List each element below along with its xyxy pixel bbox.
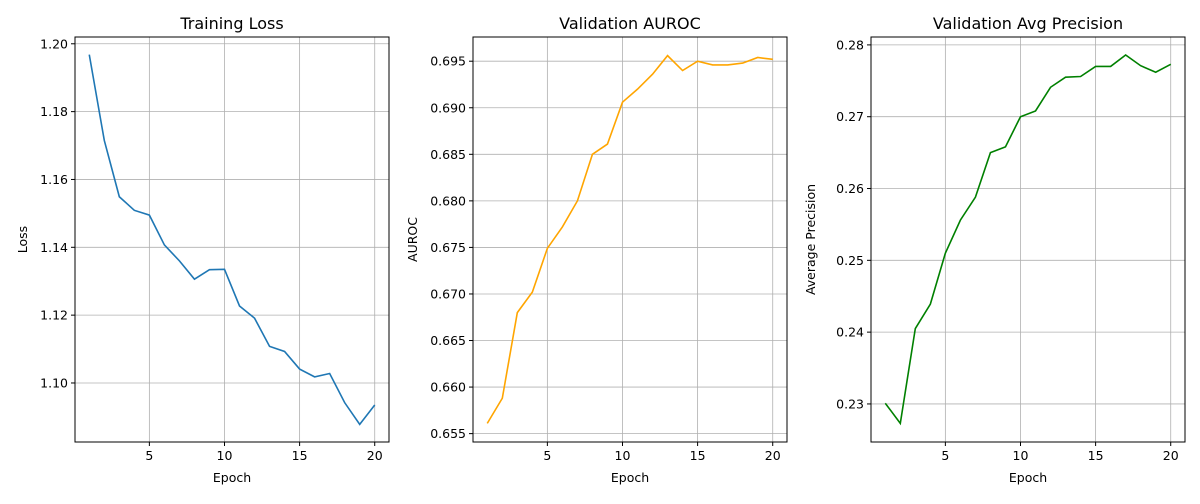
- training-loss-panel: 5 10 15 20 1.10 1.12 1.14 1.16 1.18 1.20 Training…: [15, 14, 390, 485]
- x-tick-label: 20: [765, 448, 781, 463]
- y-tick-label: 0.27: [836, 109, 864, 124]
- validation-avg-precision-line: [884, 53, 1172, 426]
- y-tick-label: 1.10: [40, 375, 68, 390]
- x-tick-label: 10: [217, 448, 233, 463]
- x-tick-label: 15: [292, 448, 308, 463]
- y-tick-label: 0.28: [836, 37, 864, 52]
- x-tick-label: 15: [1088, 448, 1104, 463]
- y-tick-label: 1.12: [40, 308, 68, 323]
- y-tick-label: 0.665: [430, 333, 466, 348]
- y-tick-label: 1.18: [40, 104, 68, 119]
- y-tick-label: 0.660: [430, 380, 466, 395]
- axes-frame: [472, 36, 788, 443]
- chart-title: Training Loss: [179, 14, 283, 33]
- y-tick-label: 0.23: [836, 396, 864, 411]
- y-tick-label: 0.26: [836, 181, 864, 196]
- x-axis-label: Epoch: [213, 470, 251, 485]
- chart-title: Validation AUROC: [559, 14, 701, 33]
- y-tick-label: 1.14: [40, 240, 68, 255]
- x-axis-label: Epoch: [1009, 470, 1047, 485]
- x-tick-label: 20: [367, 448, 383, 463]
- axes-frame: [870, 36, 1186, 443]
- y-tick-label: 0.685: [430, 147, 466, 162]
- x-axis-label: Epoch: [611, 470, 649, 485]
- x-tick-label: 10: [615, 448, 631, 463]
- y-tick-label: 0.24: [836, 325, 864, 340]
- x-tick-label: 20: [1163, 448, 1179, 463]
- y-tick-label: 0.695: [430, 54, 466, 69]
- y-tick-label: 0.675: [430, 240, 466, 255]
- y-tick-label: 0.690: [430, 100, 466, 115]
- y-tick-label: 0.670: [430, 286, 466, 301]
- y-tick-label: 1.16: [40, 172, 68, 187]
- y-tick-label: 0.680: [430, 193, 466, 208]
- y-tick-label: 0.655: [430, 426, 466, 441]
- y-axis-label: Loss: [15, 226, 30, 253]
- x-tick-label: 5: [543, 448, 551, 463]
- x-tick-label: 5: [941, 448, 949, 463]
- y-tick-label: 0.25: [836, 253, 864, 268]
- validation-avg-precision-panel: 5 10 15 20 0.23 0.24 0.25 0.26 0.27 0.28 Validati…: [803, 14, 1186, 485]
- chart-title: Validation Avg Precision: [933, 14, 1123, 33]
- x-tick-label: 5: [145, 448, 153, 463]
- y-tick-label: 1.20: [40, 36, 68, 51]
- y-axis-label: AUROC: [405, 217, 420, 262]
- x-tick-label: 15: [690, 448, 706, 463]
- y-axis-label: Average Precision: [803, 184, 818, 295]
- training-loss-line: [88, 54, 376, 426]
- x-tick-label: 10: [1013, 448, 1029, 463]
- validation-auroc-line: [486, 54, 773, 424]
- validation-auroc-panel: 5 10 15 20 0.655 0.660 0.665 0.670 0.675 0.680 0.6…: [405, 14, 788, 485]
- axes-frame: [74, 36, 390, 443]
